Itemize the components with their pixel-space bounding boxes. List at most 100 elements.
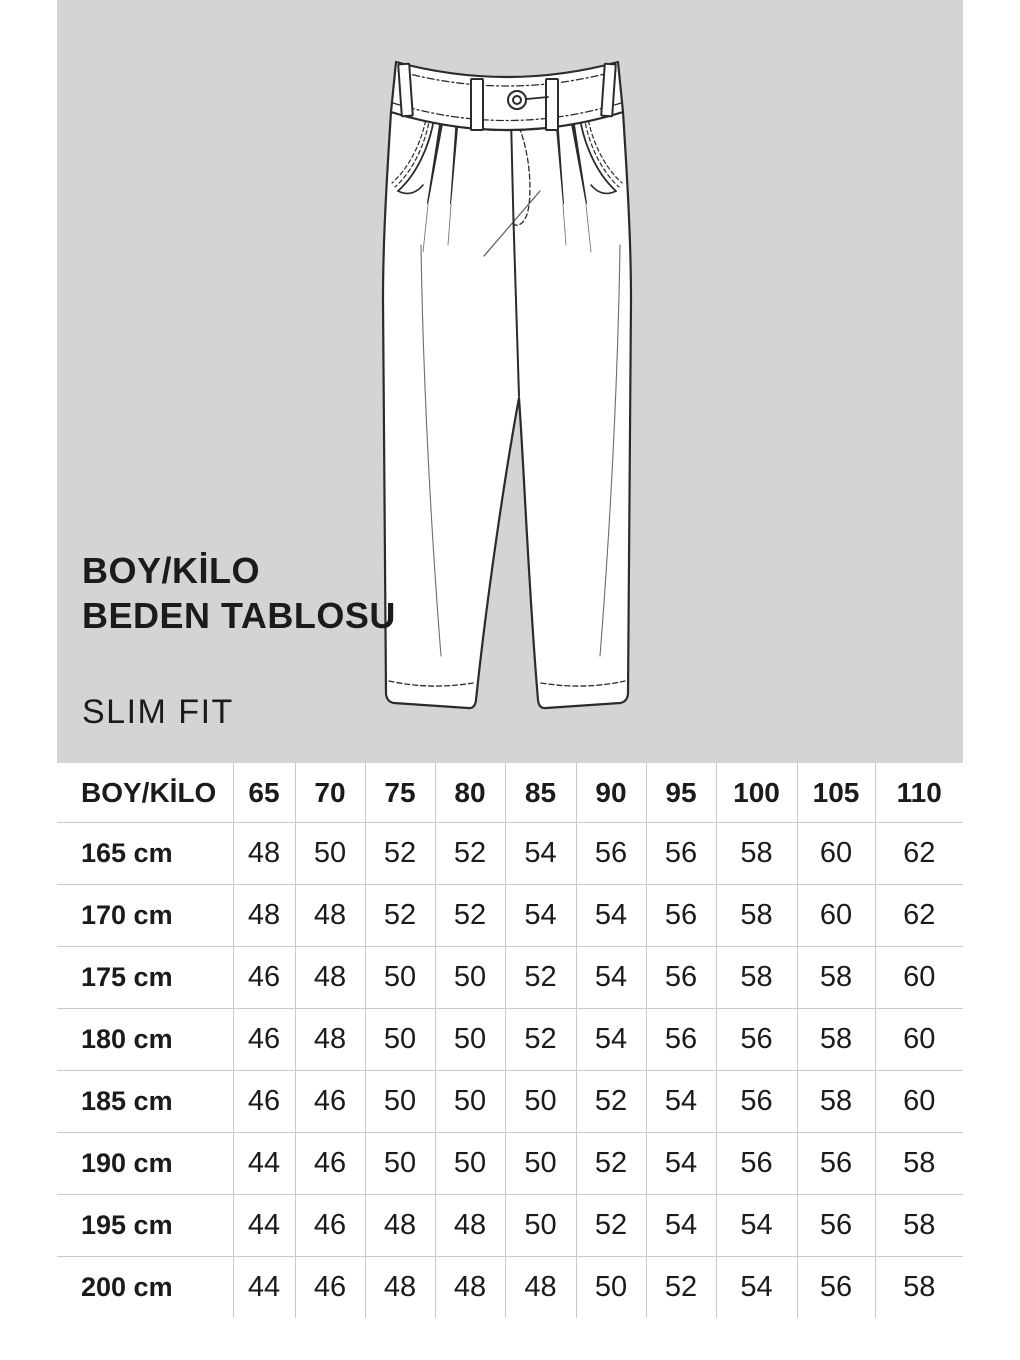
size-value-cell: 56 (796, 1132, 875, 1195)
size-value-cell: 50 (434, 1070, 505, 1133)
size-value-cell: 60 (874, 1008, 963, 1071)
size-value-cell: 56 (796, 1256, 875, 1318)
size-value-cell: 44 (232, 1132, 295, 1195)
size-value-cell: 56 (645, 884, 716, 947)
height-row-label: 165 cm (57, 822, 233, 885)
size-value-cell: 50 (434, 946, 505, 1009)
size-value-cell: 46 (294, 1194, 365, 1257)
size-value-cell: 56 (575, 822, 646, 885)
size-value-cell: 56 (645, 1008, 716, 1071)
size-value-cell: 50 (434, 1132, 505, 1195)
size-value-cell: 58 (796, 1070, 875, 1133)
table-row: 175 cm 46 48 50 50 52 54 56 58 58 60 (57, 946, 963, 1009)
height-row-label: 175 cm (57, 946, 233, 1009)
table-header-row: BOY/KİLO 65 70 75 80 85 90 95 100 105 110 (57, 763, 963, 823)
size-value-cell: 50 (364, 946, 435, 1009)
size-table: BOY/KİLO 65 70 75 80 85 90 95 100 105 110 165 cm 4… (57, 763, 963, 1318)
size-value-cell: 44 (232, 1194, 295, 1257)
table-row: 185 cm 46 46 50 50 50 52 54 56 58 60 (57, 1070, 963, 1133)
size-value-cell: 48 (434, 1194, 505, 1257)
weight-column-header: 100 (715, 763, 797, 823)
weight-column-header: 75 (364, 763, 435, 823)
size-value-cell: 60 (874, 1070, 963, 1133)
size-value-cell: 46 (294, 1256, 365, 1318)
size-value-cell: 52 (434, 884, 505, 947)
trousers-flat-sketch-icon (381, 60, 633, 710)
table-row: 170 cm 48 48 52 52 54 54 56 58 60 62 (57, 884, 963, 947)
size-value-cell: 44 (232, 1256, 295, 1318)
height-row-label: 170 cm (57, 884, 233, 947)
table-corner-label: BOY/KİLO (57, 763, 233, 823)
size-value-cell: 50 (575, 1256, 646, 1318)
size-value-cell: 62 (874, 822, 963, 885)
size-value-cell: 48 (232, 822, 295, 885)
size-value-cell: 52 (364, 884, 435, 947)
table-row: 200 cm 44 46 48 48 48 50 52 54 56 58 (57, 1256, 963, 1318)
size-value-cell: 48 (294, 1008, 365, 1071)
fit-subtitle: SLIM FIT (82, 693, 234, 731)
weight-column-header: 90 (575, 763, 646, 823)
size-value-cell: 46 (232, 946, 295, 1009)
title-line-2: BEDEN TABLOSU (82, 595, 396, 636)
size-value-cell: 60 (796, 884, 875, 947)
size-value-cell: 58 (796, 1008, 875, 1071)
size-value-cell: 50 (294, 822, 365, 885)
size-value-cell: 54 (504, 822, 576, 885)
size-value-cell: 58 (715, 946, 797, 1009)
table-row: 195 cm 44 46 48 48 50 52 54 54 56 58 (57, 1194, 963, 1257)
weight-column-header: 65 (232, 763, 295, 823)
size-value-cell: 46 (232, 1008, 295, 1071)
hero-panel: BOY/KİLO BEDEN TABLOSU SLIM FIT (57, 0, 963, 763)
weight-column-header: 105 (796, 763, 875, 823)
size-value-cell: 56 (645, 946, 716, 1009)
size-value-cell: 54 (715, 1256, 797, 1318)
weight-column-header: 110 (874, 763, 963, 823)
height-row-label: 190 cm (57, 1132, 233, 1195)
size-value-cell: 50 (364, 1132, 435, 1195)
size-value-cell: 52 (504, 946, 576, 1009)
size-value-cell: 52 (434, 822, 505, 885)
size-value-cell: 50 (434, 1008, 505, 1071)
size-value-cell: 54 (504, 884, 576, 947)
size-value-cell: 54 (575, 946, 646, 1009)
table-body: 165 cm 48 50 52 52 54 56 56 58 60 62 170 cm 48 48 52 52… (57, 822, 963, 1318)
size-value-cell: 48 (364, 1256, 435, 1318)
size-value-cell: 60 (796, 822, 875, 885)
size-value-cell: 56 (715, 1008, 797, 1071)
chart-title-block: BOY/KİLO BEDEN TABLOSU SLIM FIT (82, 548, 396, 732)
size-value-cell: 56 (715, 1132, 797, 1195)
size-value-cell: 54 (645, 1070, 716, 1133)
size-value-cell: 56 (645, 822, 716, 885)
size-value-cell: 58 (715, 884, 797, 947)
table-row: 190 cm 44 46 50 50 50 52 54 56 56 58 (57, 1132, 963, 1195)
size-value-cell: 60 (874, 946, 963, 1009)
size-value-cell: 52 (575, 1132, 646, 1195)
size-value-cell: 54 (645, 1132, 716, 1195)
height-row-label: 200 cm (81, 1272, 173, 1302)
table-row: 180 cm 46 48 50 50 52 54 56 56 58 60 (57, 1008, 963, 1071)
size-value-cell: 46 (294, 1132, 365, 1195)
weight-column-header: 70 (294, 763, 365, 823)
size-value-cell: 50 (364, 1070, 435, 1133)
size-value-cell: 46 (232, 1070, 295, 1133)
size-value-cell: 48 (232, 884, 295, 947)
size-value-cell: 54 (645, 1194, 716, 1257)
size-value-cell: 58 (874, 1194, 963, 1257)
weight-column-header: 95 (645, 763, 716, 823)
size-value-cell: 52 (504, 1008, 576, 1071)
size-value-cell: 56 (796, 1194, 875, 1257)
size-value-cell: 54 (575, 884, 646, 947)
size-value-cell: 48 (504, 1256, 576, 1318)
size-value-cell: 62 (874, 884, 963, 947)
size-value-cell: 50 (364, 1008, 435, 1071)
size-value-cell: 52 (364, 822, 435, 885)
height-row-label: 185 cm (57, 1070, 233, 1133)
title-line-1: BOY/KİLO (82, 550, 261, 591)
size-value-cell: 58 (715, 822, 797, 885)
size-value-cell: 48 (434, 1256, 505, 1318)
size-value-cell: 52 (575, 1070, 646, 1133)
height-row-label: 180 cm (57, 1008, 233, 1071)
size-value-cell: 50 (504, 1132, 576, 1195)
size-value-cell: 54 (575, 1008, 646, 1071)
